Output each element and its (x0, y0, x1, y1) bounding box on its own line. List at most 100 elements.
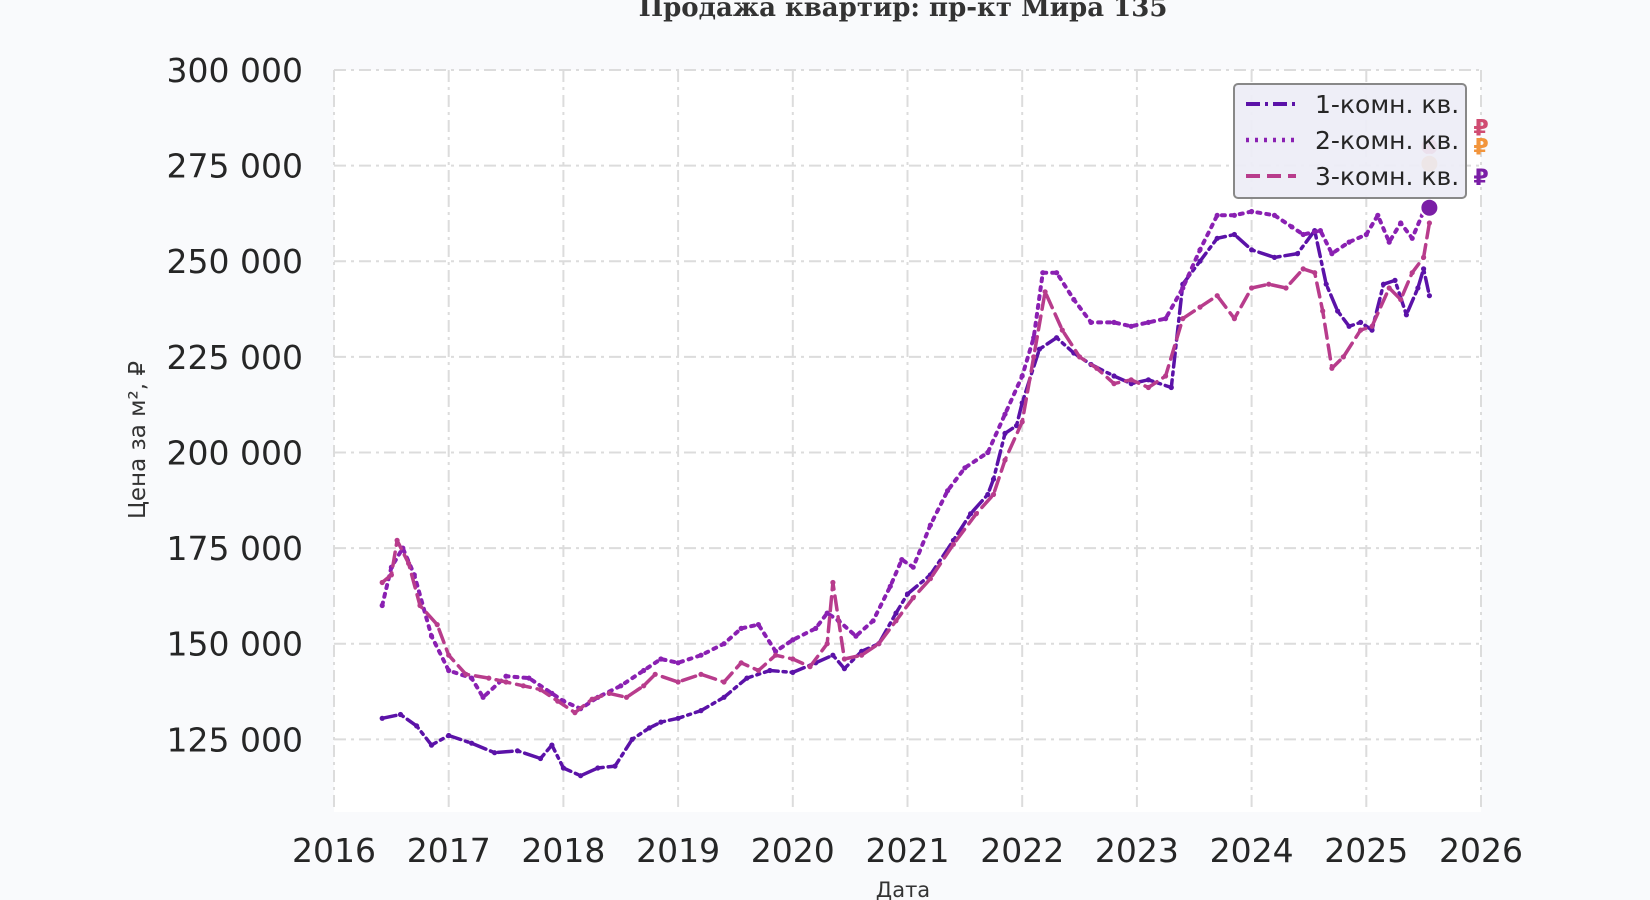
data-point (973, 511, 979, 517)
data-point (1214, 293, 1220, 299)
x-tick-label: 2024 (1210, 831, 1294, 870)
data-point (1036, 346, 1042, 352)
data-point (841, 666, 848, 672)
data-point (830, 652, 836, 658)
data-point (1231, 231, 1237, 238)
data-point (572, 710, 578, 716)
data-point (853, 633, 859, 639)
data-point (824, 610, 830, 616)
x-tick-label: 2022 (980, 831, 1064, 870)
x-tick-label: 2021 (866, 831, 950, 870)
series-2-комн. кв. (379, 205, 1432, 712)
data-point (893, 610, 899, 616)
currency-label: ₽ (1473, 116, 1488, 141)
y-tick-label: 250 000 (167, 242, 303, 281)
data-point (945, 488, 951, 494)
data-point (985, 491, 991, 498)
series-3-комн. кв. (379, 220, 1432, 716)
data-point (549, 742, 555, 748)
data-point (1398, 296, 1404, 303)
data-point (1415, 285, 1421, 291)
data-point (1111, 319, 1117, 325)
data-point (893, 618, 899, 624)
currency-label: ₽ (1473, 135, 1488, 160)
data-point (1054, 335, 1060, 341)
y-tick-label: 125 000 (167, 720, 303, 759)
data-point (1111, 373, 1117, 379)
data-point (968, 511, 974, 517)
data-point (469, 675, 475, 681)
data-point (738, 660, 744, 666)
data-point (721, 641, 727, 647)
data-point (1002, 457, 1008, 463)
data-point (503, 673, 509, 679)
data-point (698, 671, 704, 677)
data-point (514, 748, 521, 754)
data-point (1320, 308, 1326, 314)
data-point (1128, 377, 1134, 383)
data-point (744, 675, 750, 681)
data-point (1019, 419, 1025, 425)
data-point (503, 679, 509, 685)
data-point (1346, 323, 1352, 329)
data-point (1329, 365, 1335, 371)
legend-label: 2-комн. кв. (1315, 126, 1459, 155)
data-point (675, 715, 681, 721)
data-point (1180, 285, 1186, 291)
data-point (675, 679, 681, 685)
data-point (1019, 400, 1025, 406)
data-point (721, 694, 727, 700)
data-point (950, 537, 957, 544)
data-point (1249, 285, 1255, 291)
legend-label: 1-комн. кв. (1315, 90, 1459, 119)
data-point (1249, 247, 1255, 253)
data-point (773, 652, 779, 658)
data-point (406, 560, 412, 567)
data-point (414, 723, 420, 729)
data-point (1077, 354, 1083, 360)
y-tick-label: 225 000 (167, 338, 303, 377)
data-point (990, 491, 997, 498)
data-point (698, 708, 704, 714)
data-point (1380, 281, 1387, 287)
data-point (1013, 423, 1020, 429)
data-point (910, 595, 916, 601)
data-point (1421, 266, 1427, 272)
y-axis-label: Цена за м², ₽ (125, 361, 151, 519)
data-point (1421, 254, 1427, 260)
data-point (1019, 373, 1025, 379)
data-point (652, 671, 658, 677)
data-point (813, 625, 819, 632)
data-point (1386, 239, 1392, 245)
data-point (1128, 323, 1134, 329)
data-point (379, 715, 385, 721)
data-point (486, 675, 492, 681)
y-tick-label: 300 000 (167, 51, 303, 90)
data-point (641, 667, 647, 674)
data-point (1335, 308, 1341, 314)
data-point (876, 641, 882, 647)
data-point (1317, 228, 1323, 234)
data-point (1369, 327, 1375, 333)
data-point (446, 652, 452, 658)
data-point (985, 449, 991, 456)
data-point (1426, 220, 1432, 226)
data-point (428, 633, 435, 639)
data-point (520, 683, 526, 689)
data-point (1403, 312, 1409, 318)
data-point (1111, 381, 1117, 387)
data-point (526, 675, 532, 681)
data-point (537, 687, 544, 693)
data-point (870, 618, 876, 624)
data-point (1088, 319, 1094, 325)
data-point (824, 641, 830, 647)
data-point (428, 742, 435, 748)
data-point (1071, 296, 1077, 303)
data-point (1329, 251, 1335, 257)
data-point (841, 656, 848, 662)
data-point (1369, 323, 1375, 329)
data-point (1059, 327, 1065, 333)
data-point (962, 465, 968, 471)
data-point (675, 660, 681, 666)
data-point (1289, 224, 1295, 230)
